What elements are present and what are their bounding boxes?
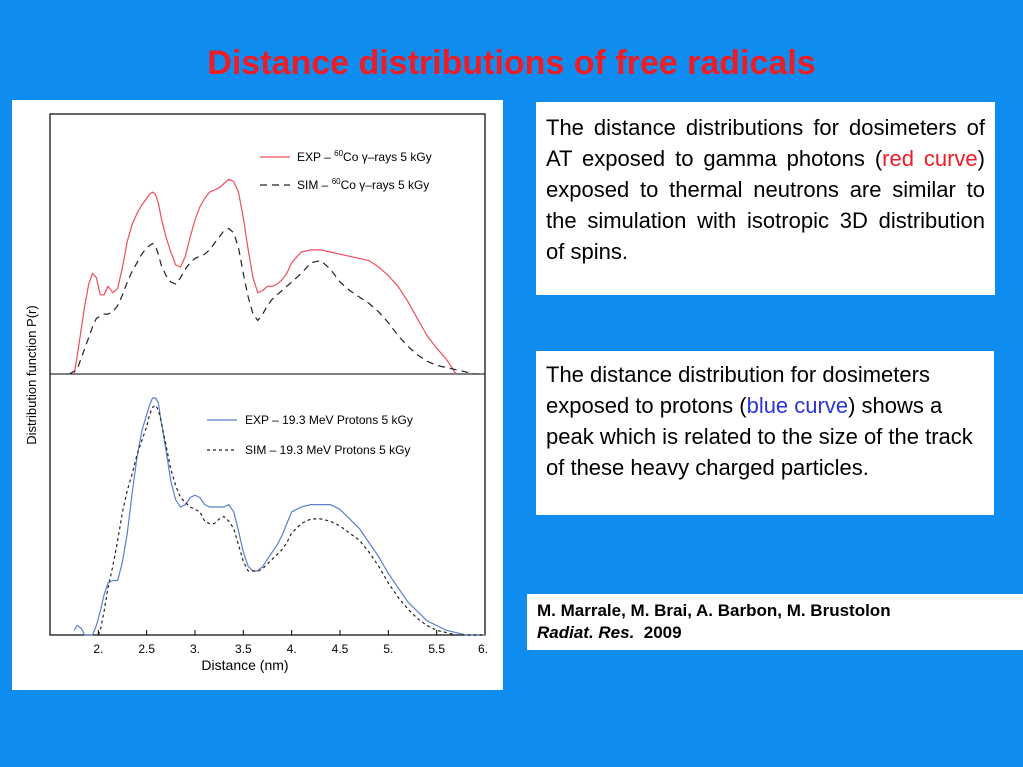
- curve-sim-gamma: [69, 227, 485, 375]
- x-tick-label: 3.: [190, 642, 200, 656]
- curve-exp-gamma: [73, 178, 457, 375]
- x-tick-label: 4.5: [332, 642, 349, 656]
- distance-distribution-chart: 2. 2.5 3. 3.5 4. 4.5 5. 5.5 6. Distance (nm) Dis…: [24, 113, 488, 673]
- x-tick-label: 5.5: [428, 642, 445, 656]
- legend-top: EXP – 60Co γ–rays 5 kGy SIM – 60Co γ–ray…: [260, 149, 432, 192]
- slide-title: Distance distributions of free radicals: [207, 44, 816, 82]
- curve-sim-protons: [97, 404, 485, 636]
- curves: [69, 178, 485, 636]
- x-tick-label: 6.: [478, 642, 488, 656]
- x-tick-label: 5.: [383, 642, 393, 656]
- citation-year: 2009: [643, 623, 682, 642]
- x-ticks: 2. 2.5 3. 3.5 4. 4.5 5. 5.5 6.: [93, 630, 488, 656]
- gamma-description-box: The distance distributions for dosimeter…: [536, 102, 995, 295]
- citation-authors: M. Marrale, M. Brai, A. Barbon, M. Brust…: [537, 601, 891, 620]
- gamma-text-end: ) exposed to thermal neutrons are simila…: [546, 146, 985, 264]
- protons-description-box: The distance distribution for dosimeters…: [536, 351, 994, 515]
- protons-text-start: The distance distribution for dosimeters…: [546, 362, 930, 418]
- x-tick-label: 3.5: [235, 642, 252, 656]
- chart-panel: 2. 2.5 3. 3.5 4. 4.5 5. 5.5 6. Distance (nm) Dis…: [12, 100, 503, 690]
- blue-curve-highlight: blue curve: [746, 393, 849, 418]
- x-tick-label: 2.: [93, 642, 103, 656]
- y-axis-label: Distribution function P(r): [24, 305, 39, 444]
- red-curve-highlight: red curve: [882, 146, 978, 171]
- legend-label-sim-protons: SIM – 19.3 MeV Protons 5 kGy: [245, 443, 410, 457]
- protons-text-end: ) shows a peak which is related to the s…: [546, 393, 973, 480]
- gamma-text-start: The distance distributions for dosimeter…: [546, 115, 985, 171]
- legend-label-exp-gamma: EXP – 60Co γ–rays 5 kGy: [297, 149, 432, 164]
- citation-box: M. Marrale, M. Brai, A. Barbon, M. Brust…: [527, 594, 1023, 650]
- curve-exp-protons: [73, 397, 485, 636]
- x-axis-label: Distance (nm): [201, 657, 288, 673]
- x-tick-label: 2.5: [138, 642, 155, 656]
- citation-source: Radiat. Res. 2009: [537, 622, 1013, 644]
- legend-label-sim-gamma: SIM – 60Co γ–rays 5 kGy: [297, 177, 429, 192]
- legend-bottom: EXP – 19.3 MeV Protons 5 kGy SIM – 19.3 …: [207, 413, 413, 457]
- x-tick-label: 4.: [287, 642, 297, 656]
- legend-label-exp-protons: EXP – 19.3 MeV Protons 5 kGy: [245, 413, 413, 427]
- citation-journal: Radiat. Res.: [537, 623, 635, 642]
